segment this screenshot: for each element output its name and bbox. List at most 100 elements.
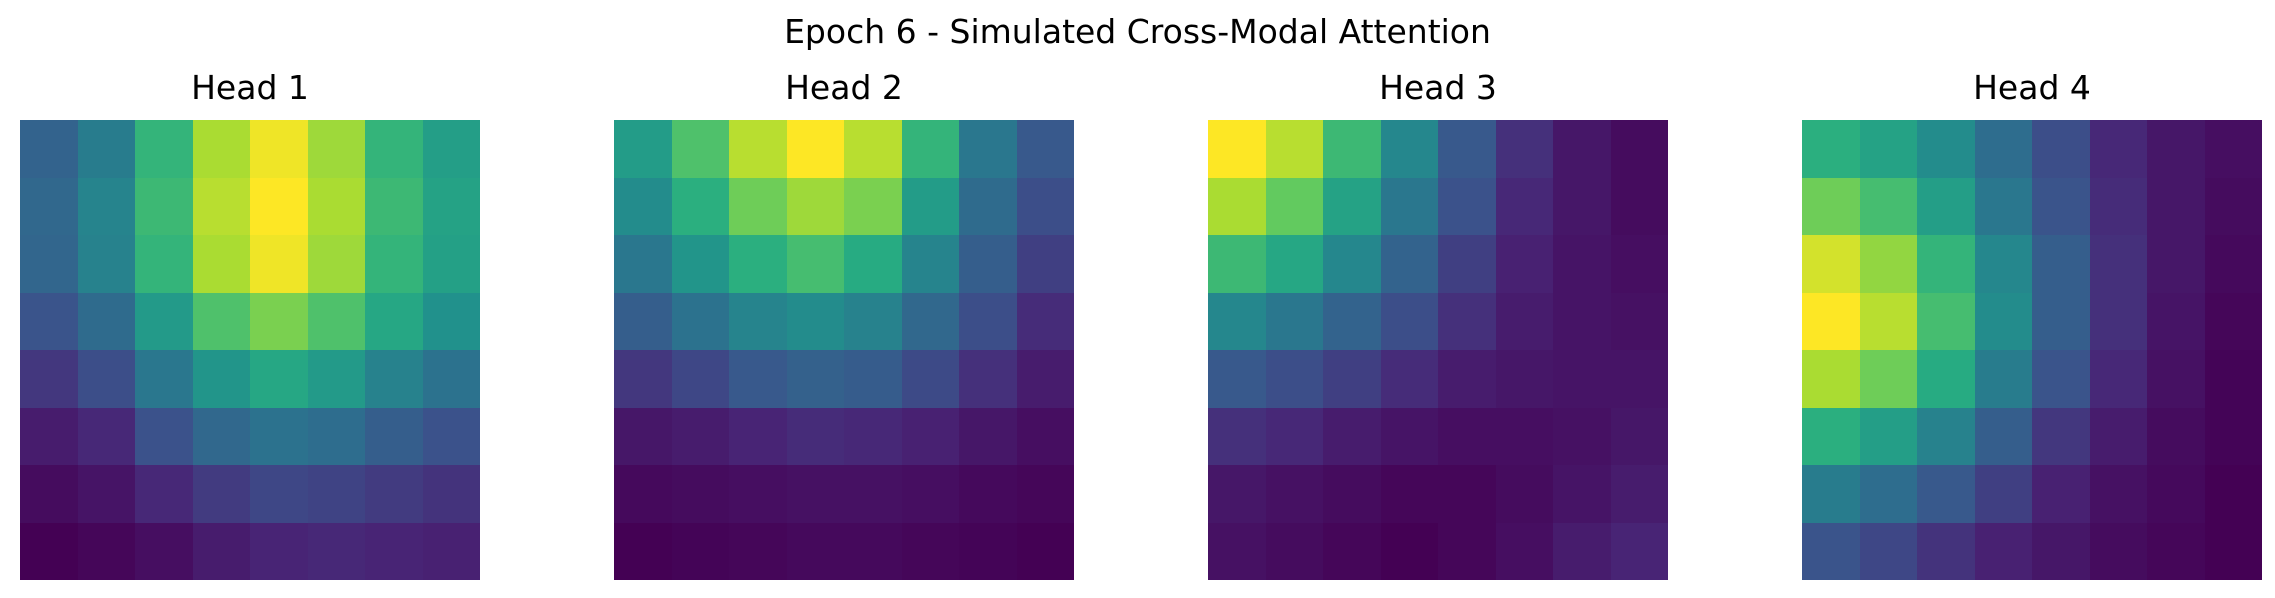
heatmap-cell-head-4-r3-c4 [2032, 293, 2091, 351]
heatmap-cell-head-2-r0-c5 [902, 120, 960, 179]
heatmap-cell-head-1-r1-c0 [20, 178, 79, 236]
heatmap-cell-head-3-r6-c2 [1323, 465, 1382, 524]
heatmap-cell-head-3-r4-c6 [1553, 350, 1612, 409]
heatmap-cell-head-4-r6-c6 [2147, 465, 2206, 524]
heatmap-cell-head-3-r1-c0 [1208, 178, 1267, 236]
heatmap-cell-head-3-r3-c6 [1553, 293, 1612, 351]
heatmap-cell-head-2-r4-c6 [959, 350, 1018, 409]
heatmap-cell-head-3-r0-c7 [1611, 120, 1668, 179]
heatmap-cell-head-3-r0-c2 [1323, 120, 1382, 179]
heatmap-cell-head-2-r1-c2 [729, 178, 788, 236]
heatmap-cell-head-4-r5-c0 [1802, 408, 1861, 466]
panel-title-head-2: Head 2 [785, 68, 903, 107]
heatmap-cell-head-2-r7-c2 [729, 523, 788, 580]
heatmap-cell-head-3-r5-c3 [1381, 408, 1439, 466]
heatmap-cell-head-1-r1-c4 [250, 178, 309, 236]
heatmap-cell-head-3-r7-c5 [1496, 523, 1554, 580]
heatmap-cell-head-3-r7-c1 [1266, 523, 1324, 580]
heatmap-cell-head-1-r6-c5 [308, 465, 366, 524]
heatmap-cell-head-2-r2-c0 [614, 235, 673, 294]
heatmap-cell-head-4-r5-c6 [2147, 408, 2206, 466]
heatmap-cell-head-2-r3-c1 [672, 293, 730, 351]
heatmap-cell-head-2-r7-c3 [787, 523, 845, 580]
heatmap-cell-head-1-r4-c7 [423, 350, 480, 409]
heatmap-cell-head-4-r7-c4 [2032, 523, 2091, 580]
heatmap-cell-head-4-r6-c4 [2032, 465, 2091, 524]
heatmap-cell-head-3-r3-c3 [1381, 293, 1439, 351]
heatmap-cell-head-3-r5-c7 [1611, 408, 1668, 466]
panel-title-head-3: Head 3 [1379, 68, 1497, 107]
heatmap-cell-head-2-r2-c4 [844, 235, 903, 294]
heatmap-cell-head-3-r0-c6 [1553, 120, 1612, 179]
heatmap-cell-head-1-r4-c0 [20, 350, 79, 409]
heatmap-cell-head-1-r4-c1 [78, 350, 136, 409]
heatmap-cell-head-2-r6-c1 [672, 465, 730, 524]
heatmap-cell-head-2-r0-c7 [1017, 120, 1074, 179]
heatmap-cell-head-3-r4-c5 [1496, 350, 1554, 409]
heatmap-cell-head-3-r7-c4 [1438, 523, 1497, 580]
heatmap-cell-head-2-r5-c4 [844, 408, 903, 466]
heatmap-cell-head-4-r0-c6 [2147, 120, 2206, 179]
heatmap-cell-head-2-r1-c7 [1017, 178, 1074, 236]
heatmap-svg-head-1 [20, 120, 480, 580]
heatmap-cell-head-4-r7-c6 [2147, 523, 2206, 580]
heatmap-cell-head-1-r2-c7 [423, 235, 480, 294]
figure-title: Epoch 6 - Simulated Cross-Modal Attentio… [784, 12, 1491, 51]
heatmap-cell-head-1-r2-c3 [193, 235, 251, 294]
heatmap-cell-head-1-r6-c7 [423, 465, 480, 524]
heatmap-cell-head-3-r4-c1 [1266, 350, 1324, 409]
heatmap-cell-head-2-r0-c1 [672, 120, 730, 179]
heatmap-cell-head-2-r7-c4 [844, 523, 903, 580]
heatmap-cell-head-1-r6-c0 [20, 465, 79, 524]
heatmap-cell-head-2-r6-c3 [787, 465, 845, 524]
heatmap-cell-head-4-r6-c7 [2205, 465, 2262, 524]
heatmap-cell-head-3-r7-c7 [1611, 523, 1668, 580]
heatmap-cell-head-3-r5-c1 [1266, 408, 1324, 466]
heatmap-cell-head-1-r5-c3 [193, 408, 251, 466]
heatmap-cell-head-2-r0-c6 [959, 120, 1018, 179]
heatmap-cell-head-2-r4-c4 [844, 350, 903, 409]
heatmap-cell-head-3-r5-c6 [1553, 408, 1612, 466]
heatmap-cell-head-1-r1-c1 [78, 178, 136, 236]
heatmap-cell-head-1-r5-c5 [308, 408, 366, 466]
heatmap-cell-head-4-r1-c5 [2090, 178, 2148, 236]
heatmap-cell-head-1-r0-c0 [20, 120, 79, 179]
heatmap-cell-head-2-r1-c3 [787, 178, 845, 236]
heatmap-cell-head-4-r5-c5 [2090, 408, 2148, 466]
heatmap-cell-head-4-r1-c2 [1917, 178, 1976, 236]
heatmap-cell-head-1-r2-c2 [135, 235, 194, 294]
heatmap-cell-head-2-r0-c2 [729, 120, 788, 179]
heatmap-cell-head-3-r5-c0 [1208, 408, 1267, 466]
heatmap-cell-head-4-r4-c1 [1860, 350, 1918, 409]
heatmap-cell-head-4-r1-c4 [2032, 178, 2091, 236]
heatmap-cell-head-4-r3-c1 [1860, 293, 1918, 351]
heatmap-cell-head-4-r7-c0 [1802, 523, 1861, 580]
heatmap-cell-head-2-r5-c1 [672, 408, 730, 466]
heatmap-cell-head-3-r2-c0 [1208, 235, 1267, 294]
heatmap-cell-head-4-r5-c7 [2205, 408, 2262, 466]
heatmap-cell-head-3-r1-c3 [1381, 178, 1439, 236]
heatmap-svg-head-2 [614, 120, 1074, 580]
heatmap-cell-head-2-r4-c7 [1017, 350, 1074, 409]
heatmap-cell-head-1-r4-c5 [308, 350, 366, 409]
heatmap-cell-head-1-r2-c4 [250, 235, 309, 294]
heatmap-cell-head-3-r3-c0 [1208, 293, 1267, 351]
heatmap-cell-head-3-r7-c6 [1553, 523, 1612, 580]
heatmap-cell-head-2-r2-c1 [672, 235, 730, 294]
heatmap-cell-head-1-r3-c4 [250, 293, 309, 351]
heatmap-cell-head-1-r1-c6 [365, 178, 424, 236]
heatmap-cell-head-2-r3-c7 [1017, 293, 1074, 351]
heatmap-cell-head-3-r6-c1 [1266, 465, 1324, 524]
heatmap-cell-head-1-r6-c1 [78, 465, 136, 524]
heatmap-svg-head-3 [1208, 120, 1668, 580]
heatmap-cell-head-4-r7-c5 [2090, 523, 2148, 580]
heatmap-cell-head-4-r1-c3 [1975, 178, 2033, 236]
heatmap-cell-head-3-r3-c1 [1266, 293, 1324, 351]
heatmap-cell-head-3-r4-c3 [1381, 350, 1439, 409]
heatmap-cell-head-2-r4-c0 [614, 350, 673, 409]
heatmap-cell-head-3-r2-c3 [1381, 235, 1439, 294]
heatmap-head-1 [20, 120, 480, 580]
heatmap-cell-head-4-r7-c1 [1860, 523, 1918, 580]
heatmap-cell-head-3-r6-c7 [1611, 465, 1668, 524]
heatmap-cell-head-2-r6-c5 [902, 465, 960, 524]
